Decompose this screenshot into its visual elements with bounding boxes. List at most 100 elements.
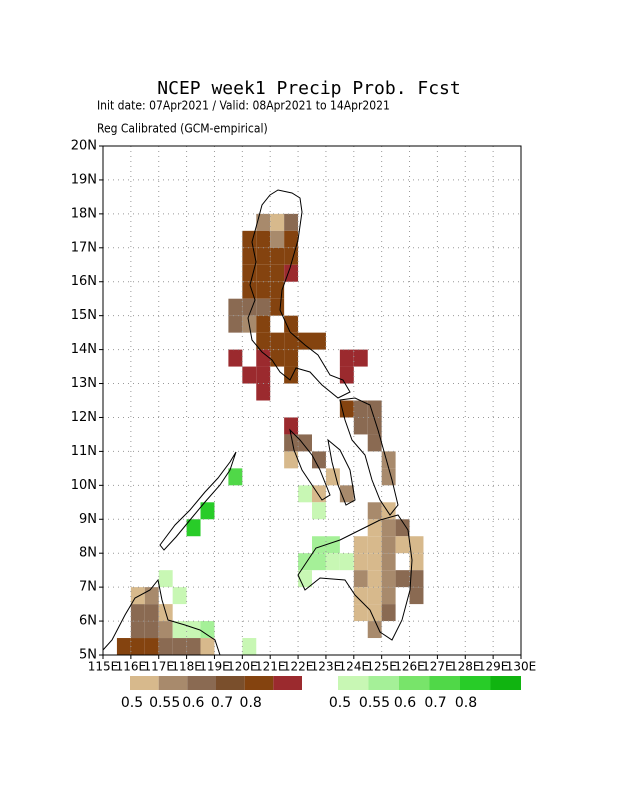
prob-cell	[186, 519, 201, 537]
legend-swatch	[158, 676, 188, 690]
prob-cell	[242, 264, 257, 282]
x-tick-label: 128E	[450, 660, 481, 674]
prob-cell	[353, 536, 368, 554]
prob-cell	[367, 553, 382, 571]
prob-cell	[353, 570, 368, 588]
legend-label: 0.5	[121, 695, 143, 711]
prob-cell	[353, 587, 368, 605]
prob-cell	[270, 349, 285, 367]
x-tick-label: 117E	[143, 660, 174, 674]
prob-cell	[284, 349, 299, 367]
y-tick-label: 12N	[71, 410, 97, 425]
prob-cell	[339, 349, 354, 367]
coastline	[289, 428, 331, 501]
prob-cell	[325, 468, 340, 486]
prob-cell	[172, 638, 187, 655]
prob-cell	[144, 638, 159, 655]
prob-cell	[256, 298, 271, 316]
legend-label: 0.5	[329, 695, 351, 711]
prob-cell	[242, 638, 257, 655]
prob-cell	[228, 468, 243, 486]
legend-swatch	[490, 676, 521, 690]
prob-cell	[144, 621, 159, 639]
x-tick-label: 129E	[478, 660, 509, 674]
legend: 0.5 0.55 0.6 0.7 0.8 0.5 0.55 0.6 0.7 0.8	[121, 676, 521, 711]
legend-swatch	[244, 676, 274, 690]
prob-cell	[409, 536, 424, 554]
prob-cell	[116, 638, 131, 655]
prob-cell	[256, 213, 271, 231]
x-tick-label: 121E	[255, 660, 286, 674]
x-tick-label: 124E	[339, 660, 370, 674]
prob-cell	[284, 264, 299, 282]
prob-cell	[353, 349, 368, 367]
prob-cell	[284, 247, 299, 265]
prob-cell	[284, 417, 299, 435]
prob-cell	[353, 400, 368, 418]
y-tick-label: 16N	[71, 274, 97, 289]
prob-cell	[409, 587, 424, 605]
prob-cell	[200, 502, 215, 520]
legend-label: 0.6	[394, 695, 416, 711]
prob-cell	[284, 332, 299, 350]
prob-cell	[270, 298, 285, 316]
prob-cell	[339, 366, 354, 384]
y-tick-label: 18N	[71, 206, 97, 221]
y-tick-label: 6N	[79, 614, 97, 629]
legend-label: 0.55	[149, 695, 180, 711]
prob-cell	[270, 264, 285, 282]
legend-label: 0.8	[240, 695, 262, 711]
subtitle: Init date: 07Apr2021 / Valid: 08Apr2021 …	[97, 99, 390, 113]
x-tick-label: 127E	[422, 660, 453, 674]
prob-cell	[284, 451, 299, 469]
y-tick-label: 15N	[71, 308, 97, 323]
prob-cell	[395, 519, 410, 537]
prob-cell	[409, 553, 424, 571]
prob-cell	[256, 349, 271, 367]
prob-cell	[298, 434, 312, 452]
coastline	[327, 438, 356, 506]
prob-cell	[284, 213, 299, 231]
prob-cell	[256, 366, 271, 384]
prob-cell	[228, 298, 243, 316]
legend-swatch	[130, 676, 159, 690]
prob-cell	[270, 281, 285, 299]
prob-cell	[339, 553, 354, 571]
coastlines	[102, 189, 413, 656]
legend-label: 0.55	[359, 695, 390, 711]
prob-cell	[200, 638, 215, 655]
legend-swatch	[368, 676, 399, 690]
legend-swatch	[273, 676, 302, 690]
prob-cell	[242, 247, 257, 265]
prob-cell	[367, 621, 382, 639]
y-tick-label: 19N	[71, 172, 97, 187]
prob-cell	[172, 587, 187, 605]
prob-cell	[381, 468, 396, 486]
prob-cell	[367, 400, 382, 418]
prob-cell	[284, 230, 299, 248]
x-tick-label: 126E	[394, 660, 425, 674]
y-tick-label: 11N	[71, 444, 97, 459]
prob-cell	[367, 536, 382, 554]
prob-cell	[395, 570, 410, 588]
prob-cell	[284, 434, 299, 452]
x-tick-label: 130E	[506, 660, 537, 674]
map-frame	[102, 145, 522, 656]
coastline	[102, 578, 221, 656]
legend-label: 0.8	[455, 695, 477, 711]
prob-cell	[353, 417, 368, 435]
prob-cell	[256, 383, 271, 401]
x-tick-label: 118E	[171, 660, 202, 674]
legend-swatch	[460, 676, 491, 690]
prob-cell	[144, 604, 159, 622]
prob-cell	[312, 553, 326, 571]
prob-cell	[312, 451, 326, 469]
prob-cell	[256, 247, 271, 265]
prob-cell	[325, 536, 340, 554]
prob-cell	[270, 213, 285, 231]
prob-cell	[130, 604, 145, 622]
prob-cell	[270, 332, 285, 350]
prob-cell	[353, 553, 368, 571]
prob-cell	[381, 519, 396, 537]
y-tick-label: 14N	[71, 342, 97, 357]
